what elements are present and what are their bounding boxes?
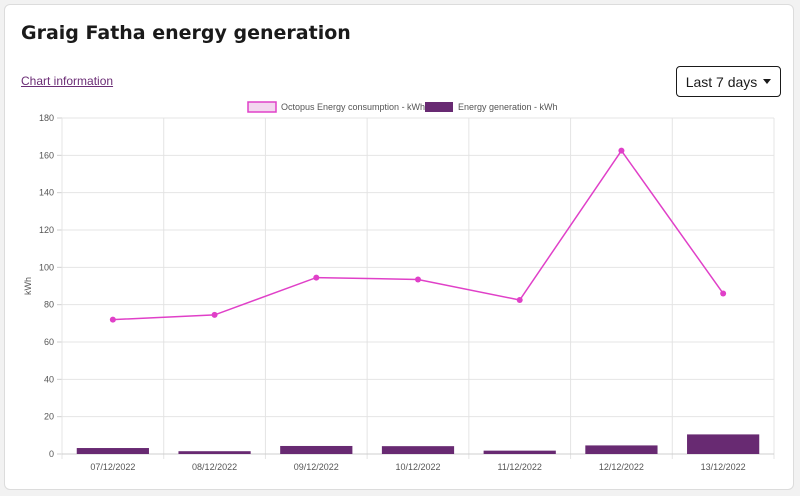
caret-down-icon xyxy=(763,79,772,84)
consumption-point xyxy=(415,276,421,283)
y-tick-label: 40 xyxy=(44,374,54,384)
page-title: Graig Fatha energy generation xyxy=(21,22,351,44)
y-tick-label: 180 xyxy=(39,113,54,123)
y-tick-label: 0 xyxy=(49,449,54,459)
generation-bar xyxy=(178,451,251,454)
x-tick-label: 10/12/2022 xyxy=(395,462,440,472)
x-tick-label: 09/12/2022 xyxy=(294,462,339,472)
x-tick-label: 12/12/2022 xyxy=(599,462,644,472)
chart-information-link[interactable]: Chart information xyxy=(21,74,114,88)
generation-bar xyxy=(585,445,658,454)
generation-bar xyxy=(687,434,760,454)
x-tick-label: 11/12/2022 xyxy=(498,462,542,472)
generation-bar xyxy=(280,445,353,454)
consumption-line xyxy=(112,149,724,321)
chart-card: Graig Fatha energy generation Chart info… xyxy=(4,4,794,490)
y-tick-label: 140 xyxy=(39,188,54,198)
y-tick-label: 120 xyxy=(39,225,54,235)
y-axis: 0 20 40 60 80 100 120 140 160 180 kWh xyxy=(23,113,54,459)
y-tick-label: 60 xyxy=(44,337,54,347)
consumption-point xyxy=(720,290,727,297)
chart-legend: Octopus Energy consumption - kWh Energy g… xyxy=(247,101,558,113)
date-range-dropdown[interactable]: Last 7 days xyxy=(676,66,781,97)
chart-grid xyxy=(57,117,775,459)
consumption-point xyxy=(618,147,625,154)
consumption-point xyxy=(313,274,320,281)
x-axis: 07/12/2022 08/12/2022 09/12/2022 10/12/2022… xyxy=(90,462,745,472)
y-axis-title: kWh xyxy=(23,277,33,295)
legend-swatch-generation xyxy=(425,102,453,112)
consumption-point xyxy=(109,316,116,323)
legend-label-generation: Energy generation - kWh xyxy=(458,102,558,112)
consumption-line-series xyxy=(109,147,727,323)
generation-bars xyxy=(76,434,760,454)
x-tick-label: 08/12/2022 xyxy=(192,462,237,472)
y-tick-label: 160 xyxy=(39,150,54,160)
consumption-point xyxy=(516,297,523,303)
x-tick-label: 13/12/2022 xyxy=(701,462,746,472)
generation-bar xyxy=(381,446,455,454)
y-tick-label: 100 xyxy=(39,262,54,272)
y-tick-label: 20 xyxy=(44,412,54,422)
generation-bar xyxy=(483,450,556,454)
legend-label-consumption: Octopus Energy consumption - kWh xyxy=(281,102,425,112)
generation-bar xyxy=(76,448,149,454)
legend-swatch-consumption xyxy=(247,101,277,113)
date-range-label: Last 7 days xyxy=(685,73,758,90)
y-tick-label: 80 xyxy=(44,300,54,310)
x-tick-label: 07/12/2022 xyxy=(90,462,135,472)
consumption-point xyxy=(211,311,218,318)
